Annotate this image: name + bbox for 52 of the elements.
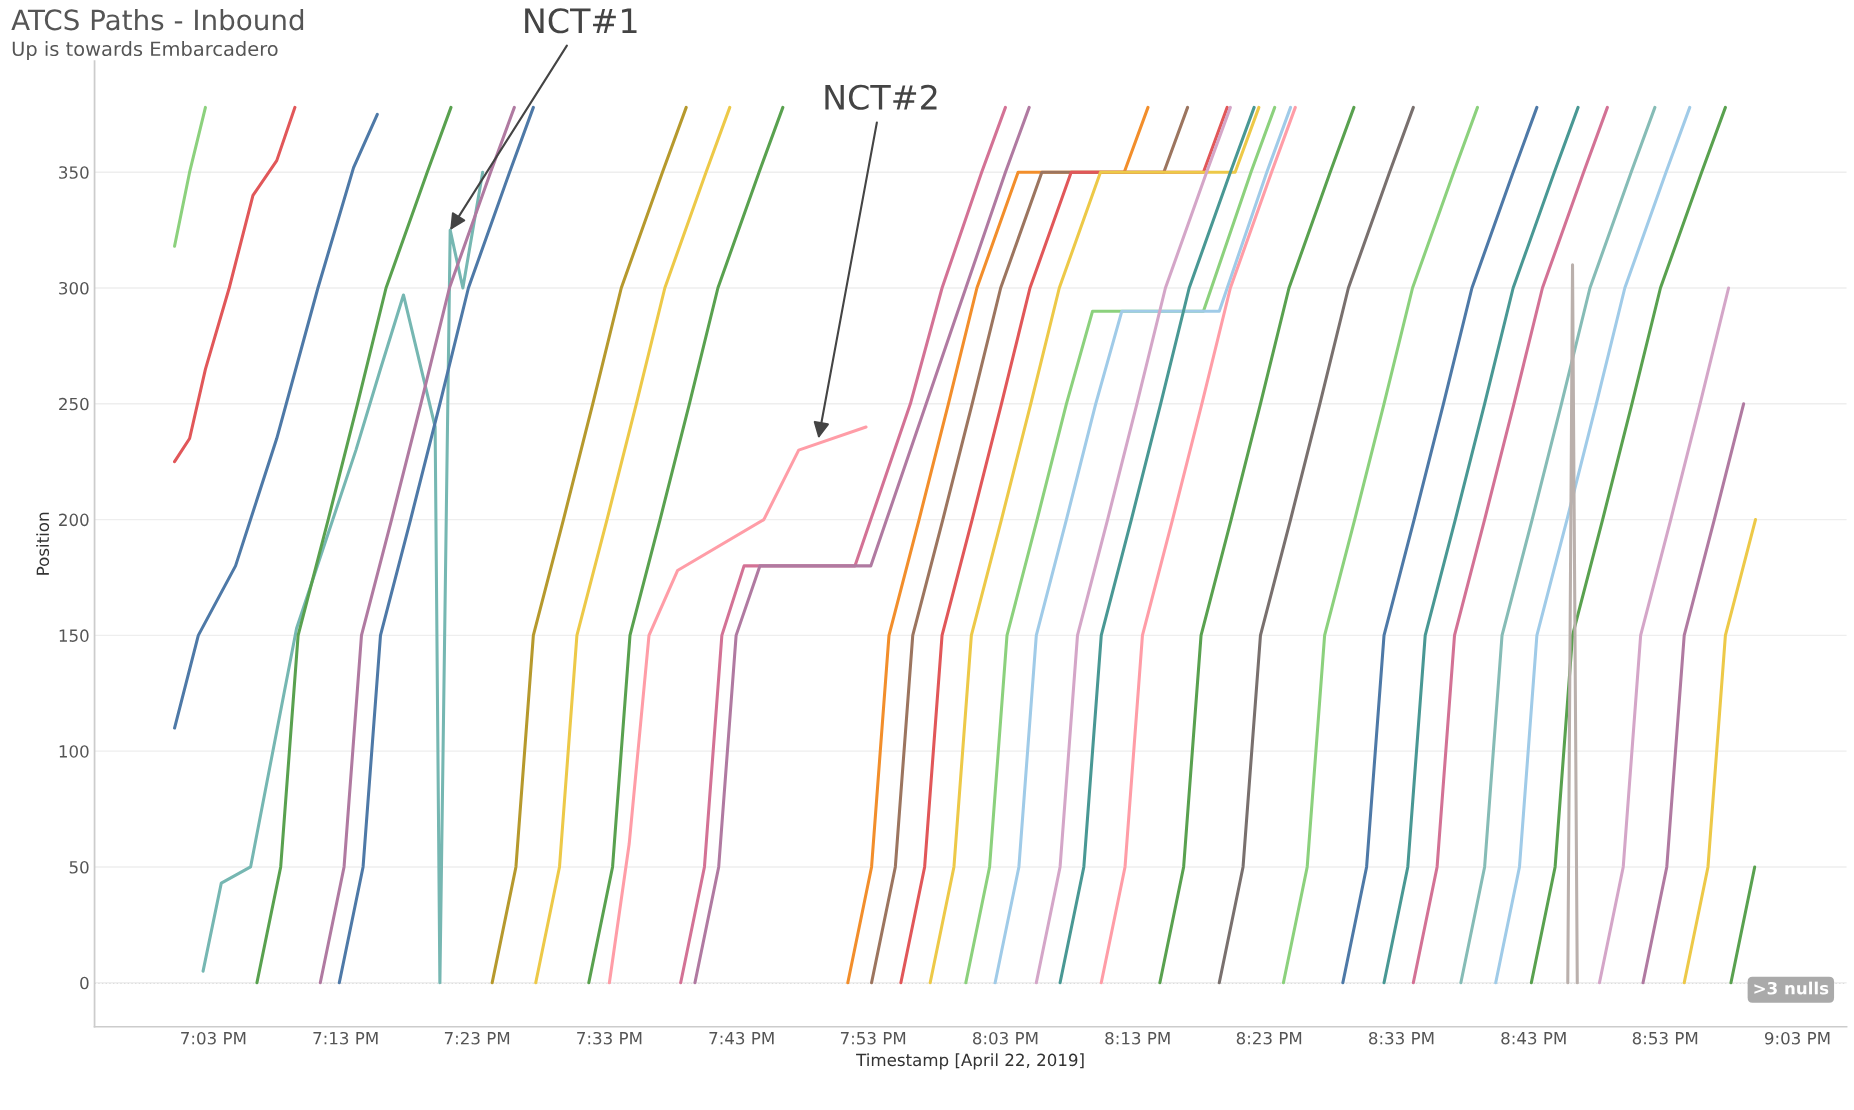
x-tick-label: 7:13 PM <box>313 1031 378 1045</box>
line-series <box>1382 105 1580 985</box>
line-series <box>1529 105 1727 985</box>
annotation: >3 nulls <box>1754 981 1829 995</box>
y-tick-label: 250 <box>59 397 89 411</box>
x-tick-label: 7:03 PM <box>181 1031 246 1045</box>
line-series <box>173 105 297 464</box>
x-tick-label: 8:43 PM <box>1501 1031 1566 1045</box>
y-tick-label: 200 <box>59 513 89 527</box>
line-series <box>1099 105 1297 985</box>
x-tick-label: 9:03 PM <box>1764 1031 1830 1045</box>
x-tick-label: 7:33 PM <box>577 1031 642 1045</box>
y-tick-label: 100 <box>59 745 89 758</box>
line-series <box>1341 105 1539 985</box>
line-series <box>490 105 688 985</box>
line-series <box>1034 105 1232 985</box>
chart-title: ATCS Paths - Inbound <box>11 8 304 31</box>
x-tick-label: 8:33 PM <box>1369 1031 1434 1045</box>
x-tick-label: 7:53 PM <box>840 1031 906 1045</box>
line-series <box>607 425 868 985</box>
line-series <box>1058 105 1256 985</box>
line-series <box>1217 105 1415 985</box>
line-series <box>255 105 453 985</box>
line-series <box>1459 105 1657 985</box>
line-series <box>318 105 516 985</box>
chart-subtitle: Up is towards Embarcadero <box>12 41 278 60</box>
x-tick-label: 7:23 PM <box>444 1031 510 1045</box>
line-series <box>1597 286 1731 985</box>
annotation: NCT#1 <box>525 8 637 34</box>
line-series <box>534 105 732 985</box>
line-series <box>1641 402 1746 985</box>
y-tick-label: 50 <box>69 860 89 874</box>
line-series <box>201 170 485 985</box>
annotation: NCT#2 <box>825 84 937 110</box>
x-tick-label: 7:43 PM <box>709 1031 774 1045</box>
x-axis-title: Timestamp [April 22, 2019] <box>856 1053 1084 1070</box>
y-axis-title: Position <box>36 512 50 575</box>
x-tick-label: 8:23 PM <box>1236 1031 1302 1045</box>
y-tick-label: 0 <box>80 976 89 990</box>
y-tick-label: 150 <box>59 629 89 642</box>
y-tick-label: 300 <box>59 281 89 295</box>
y-tick-label: 350 <box>59 166 89 179</box>
line-series <box>1494 105 1692 985</box>
x-tick-label: 8:03 PM <box>972 1031 1038 1045</box>
line-series <box>1281 105 1480 985</box>
line-series <box>337 105 535 985</box>
line-series <box>1158 105 1356 985</box>
line-series <box>1411 105 1609 985</box>
line-series <box>173 112 379 730</box>
line-series <box>587 105 785 985</box>
x-tick-label: 8:13 PM <box>1105 1031 1170 1045</box>
x-tick-label: 8:53 PM <box>1632 1031 1698 1045</box>
